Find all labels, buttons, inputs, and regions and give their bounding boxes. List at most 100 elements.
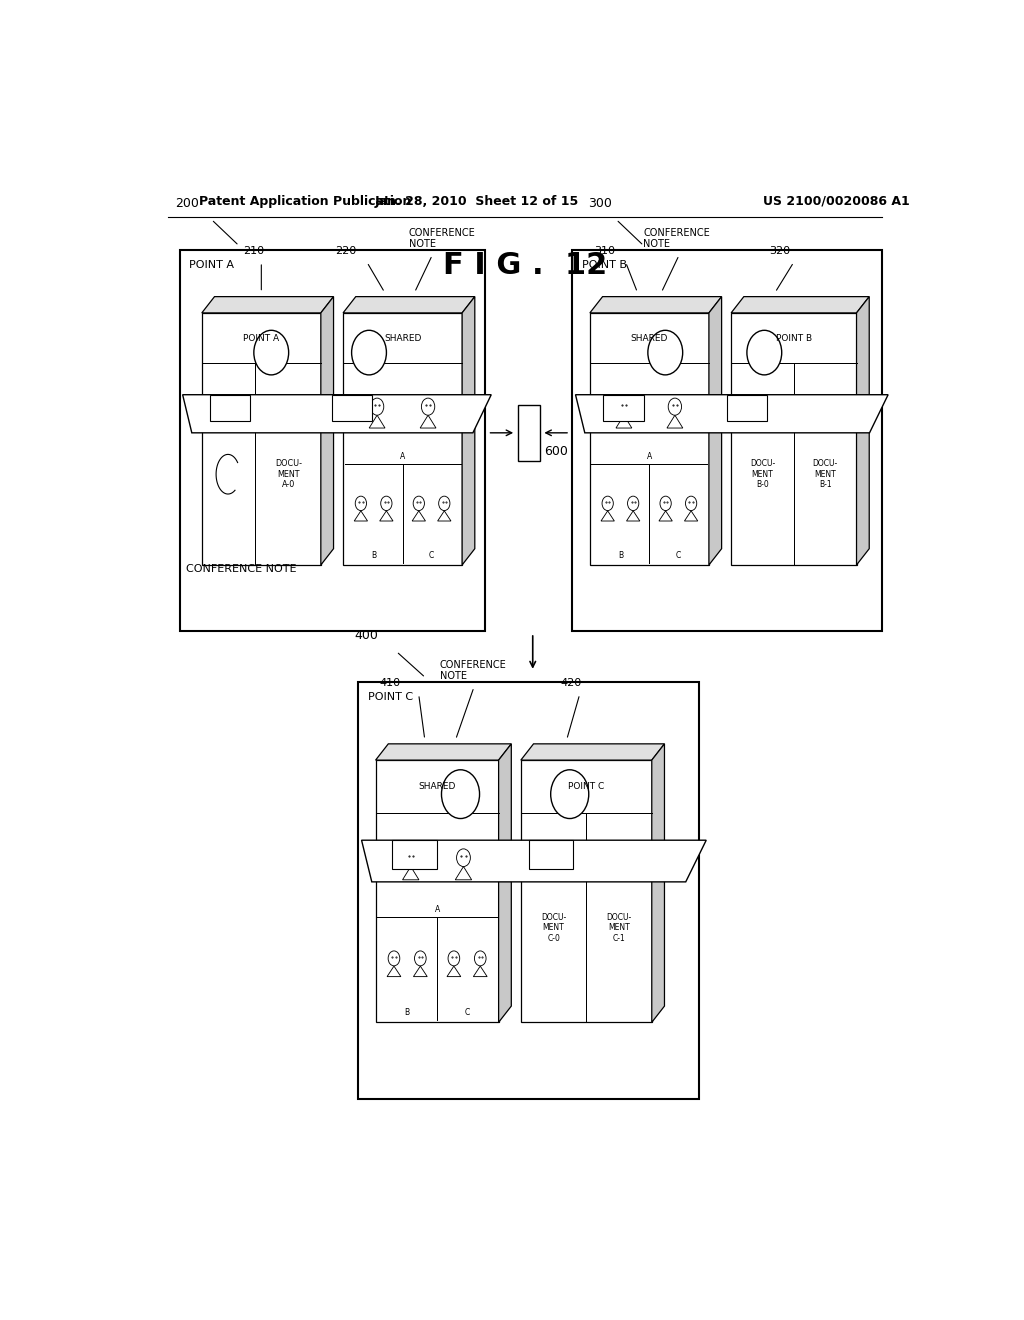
Polygon shape	[361, 841, 707, 882]
Circle shape	[669, 399, 682, 416]
Polygon shape	[447, 966, 461, 977]
Polygon shape	[456, 866, 472, 880]
Circle shape	[388, 950, 399, 966]
Circle shape	[441, 770, 479, 818]
Text: 300: 300	[588, 197, 612, 210]
Text: B: B	[404, 1008, 410, 1018]
Circle shape	[413, 496, 424, 511]
Polygon shape	[179, 249, 485, 631]
Circle shape	[746, 330, 781, 375]
Text: 320: 320	[769, 246, 790, 256]
Polygon shape	[856, 297, 869, 565]
Circle shape	[403, 849, 418, 866]
Text: A: A	[400, 451, 406, 461]
Text: POINT B: POINT B	[582, 260, 627, 271]
Polygon shape	[590, 313, 709, 565]
Circle shape	[355, 496, 367, 511]
Text: POINT B: POINT B	[776, 334, 812, 343]
Text: B: B	[617, 550, 623, 560]
Polygon shape	[392, 841, 436, 870]
Polygon shape	[652, 744, 665, 1022]
Text: CONFERENCE
NOTE: CONFERENCE NOTE	[409, 228, 475, 249]
Polygon shape	[473, 966, 487, 977]
Text: 410: 410	[380, 678, 400, 688]
Text: B: B	[371, 550, 376, 560]
Polygon shape	[667, 416, 683, 428]
Text: A: A	[434, 906, 439, 915]
Polygon shape	[727, 395, 767, 421]
Polygon shape	[684, 511, 697, 521]
Text: SHARED: SHARED	[384, 334, 421, 343]
Polygon shape	[402, 866, 419, 880]
Text: POINT A: POINT A	[244, 334, 280, 343]
Circle shape	[551, 770, 589, 818]
Polygon shape	[601, 511, 614, 521]
Text: Patent Application Publication: Patent Application Publication	[200, 194, 412, 207]
Polygon shape	[731, 313, 856, 565]
Polygon shape	[627, 511, 640, 521]
Circle shape	[381, 496, 392, 511]
Circle shape	[371, 399, 384, 416]
Circle shape	[660, 496, 672, 511]
Text: 600: 600	[544, 445, 567, 458]
Text: POINT A: POINT A	[189, 260, 234, 271]
Text: POINT C: POINT C	[568, 781, 604, 791]
Polygon shape	[358, 682, 699, 1098]
Text: 310: 310	[594, 246, 614, 256]
Polygon shape	[182, 395, 492, 433]
Polygon shape	[590, 297, 722, 313]
Polygon shape	[376, 744, 511, 760]
Text: 420: 420	[560, 678, 582, 688]
Polygon shape	[414, 966, 427, 977]
Text: DOCU-
MENT
A-0: DOCU- MENT A-0	[275, 459, 302, 490]
Text: 400: 400	[354, 630, 378, 642]
Text: DOCU-
MENT
B-0: DOCU- MENT B-0	[750, 459, 775, 490]
Polygon shape	[499, 744, 511, 1022]
Polygon shape	[603, 395, 644, 421]
Circle shape	[254, 330, 289, 375]
Polygon shape	[575, 395, 888, 433]
Text: 210: 210	[244, 246, 264, 256]
Text: DOCU-
MENT
C-1: DOCU- MENT C-1	[606, 913, 632, 942]
Polygon shape	[616, 416, 632, 428]
Polygon shape	[462, 297, 475, 565]
Polygon shape	[376, 760, 499, 1022]
Text: DOCU-
MENT
B-1: DOCU- MENT B-1	[813, 459, 838, 490]
Polygon shape	[518, 405, 540, 461]
Circle shape	[602, 496, 613, 511]
Polygon shape	[202, 313, 321, 565]
Circle shape	[415, 950, 426, 966]
Polygon shape	[343, 297, 475, 313]
Polygon shape	[202, 297, 334, 313]
Circle shape	[351, 330, 386, 375]
Polygon shape	[380, 511, 393, 521]
Text: A: A	[647, 451, 652, 461]
Circle shape	[457, 849, 470, 866]
Polygon shape	[709, 297, 722, 565]
Polygon shape	[210, 395, 250, 421]
Text: CONFERENCE
NOTE: CONFERENCE NOTE	[643, 228, 711, 249]
Text: F I G .  12: F I G . 12	[442, 251, 607, 280]
Polygon shape	[321, 297, 334, 565]
Text: POINT C: POINT C	[368, 692, 413, 702]
Polygon shape	[437, 511, 451, 521]
Polygon shape	[333, 395, 372, 421]
Polygon shape	[370, 416, 385, 428]
Text: C: C	[465, 1008, 470, 1018]
Text: US 2100/0020086 A1: US 2100/0020086 A1	[763, 194, 909, 207]
Polygon shape	[412, 511, 426, 521]
Polygon shape	[521, 760, 652, 1022]
Text: 200: 200	[176, 197, 200, 210]
Polygon shape	[528, 841, 573, 870]
Polygon shape	[343, 313, 462, 565]
Text: SHARED: SHARED	[631, 334, 668, 343]
Text: C: C	[429, 550, 434, 560]
Polygon shape	[420, 416, 436, 428]
Text: CONFERENCE
NOTE: CONFERENCE NOTE	[439, 660, 506, 681]
Polygon shape	[572, 249, 882, 631]
Text: C: C	[676, 550, 681, 560]
Circle shape	[648, 330, 683, 375]
Text: 220: 220	[335, 246, 356, 256]
Polygon shape	[387, 966, 400, 977]
Circle shape	[449, 950, 460, 966]
